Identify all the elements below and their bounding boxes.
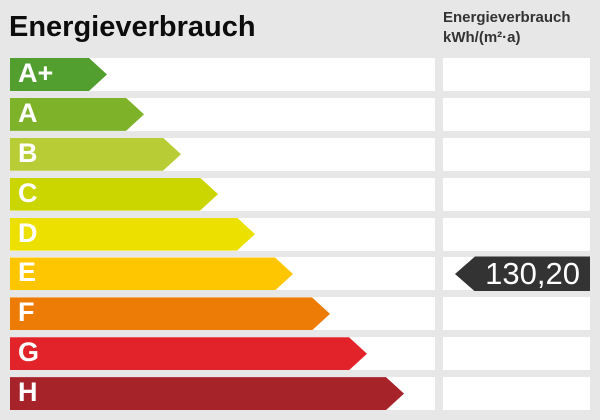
grade-arrow: A+ bbox=[10, 58, 107, 91]
unit-header: Energieverbrauch kWh/(m²·a) bbox=[443, 8, 593, 48]
scale-row-band: C bbox=[10, 177, 435, 211]
grade-arrow: G bbox=[10, 337, 367, 370]
value-cell: 130,20 bbox=[443, 256, 590, 292]
grade-label: H bbox=[18, 377, 38, 408]
scale-row-band: D bbox=[10, 217, 435, 251]
scale-row-b: B bbox=[10, 137, 590, 171]
grade-label: G bbox=[18, 337, 40, 368]
scale-row-c: C bbox=[10, 177, 590, 211]
grade-arrow: F bbox=[10, 297, 330, 330]
scale-row-e: E 130,20 bbox=[10, 256, 590, 292]
grade-label: E bbox=[18, 257, 37, 288]
grade-label: A+ bbox=[18, 58, 54, 88]
value-cell bbox=[443, 337, 590, 371]
grade-label: B bbox=[18, 137, 38, 168]
value-cell bbox=[443, 297, 590, 331]
grade-label: C bbox=[18, 177, 38, 208]
scale-row-band: F bbox=[10, 297, 435, 331]
scale-row-a-plus: A+ bbox=[10, 58, 590, 91]
unit-header-line2: kWh/(m²·a) bbox=[443, 29, 521, 46]
grade-arrow: A bbox=[10, 98, 144, 131]
scale-row-band: E bbox=[10, 257, 435, 291]
scale-row-band: H bbox=[10, 377, 435, 411]
grade-arrow: B bbox=[10, 138, 181, 171]
value-cell bbox=[443, 377, 590, 411]
scale-row-g: G bbox=[10, 337, 590, 371]
scale-row-band: G bbox=[10, 337, 435, 371]
scale-row-band: B bbox=[10, 137, 435, 171]
scale-row-h: H bbox=[10, 377, 590, 411]
energy-scale: A+ A B C D bbox=[10, 58, 590, 411]
unit-header-line1: Energieverbrauch bbox=[443, 9, 571, 26]
value-cell bbox=[443, 177, 590, 211]
grade-arrow: H bbox=[10, 377, 404, 410]
grade-label: D bbox=[18, 217, 38, 248]
scale-row-band: A+ bbox=[10, 58, 435, 91]
scale-row-d: D bbox=[10, 217, 590, 251]
grade-arrow: E bbox=[10, 257, 293, 290]
scale-row-band: A bbox=[10, 97, 435, 131]
page-title: Energieverbrauch bbox=[9, 11, 256, 43]
value-cell bbox=[443, 58, 590, 91]
grade-arrow: C bbox=[10, 178, 218, 211]
scale-row-f: F bbox=[10, 297, 590, 331]
scale-row-a: A bbox=[10, 97, 590, 131]
value-cell bbox=[443, 217, 590, 251]
value-cell bbox=[443, 137, 590, 171]
grade-label: F bbox=[18, 297, 35, 328]
value-cell bbox=[443, 97, 590, 131]
grade-label: A bbox=[18, 97, 38, 128]
consumption-value: 130,20 bbox=[485, 256, 580, 292]
grade-arrow: D bbox=[10, 218, 255, 251]
consumption-value-arrow: 130,20 bbox=[455, 256, 590, 292]
